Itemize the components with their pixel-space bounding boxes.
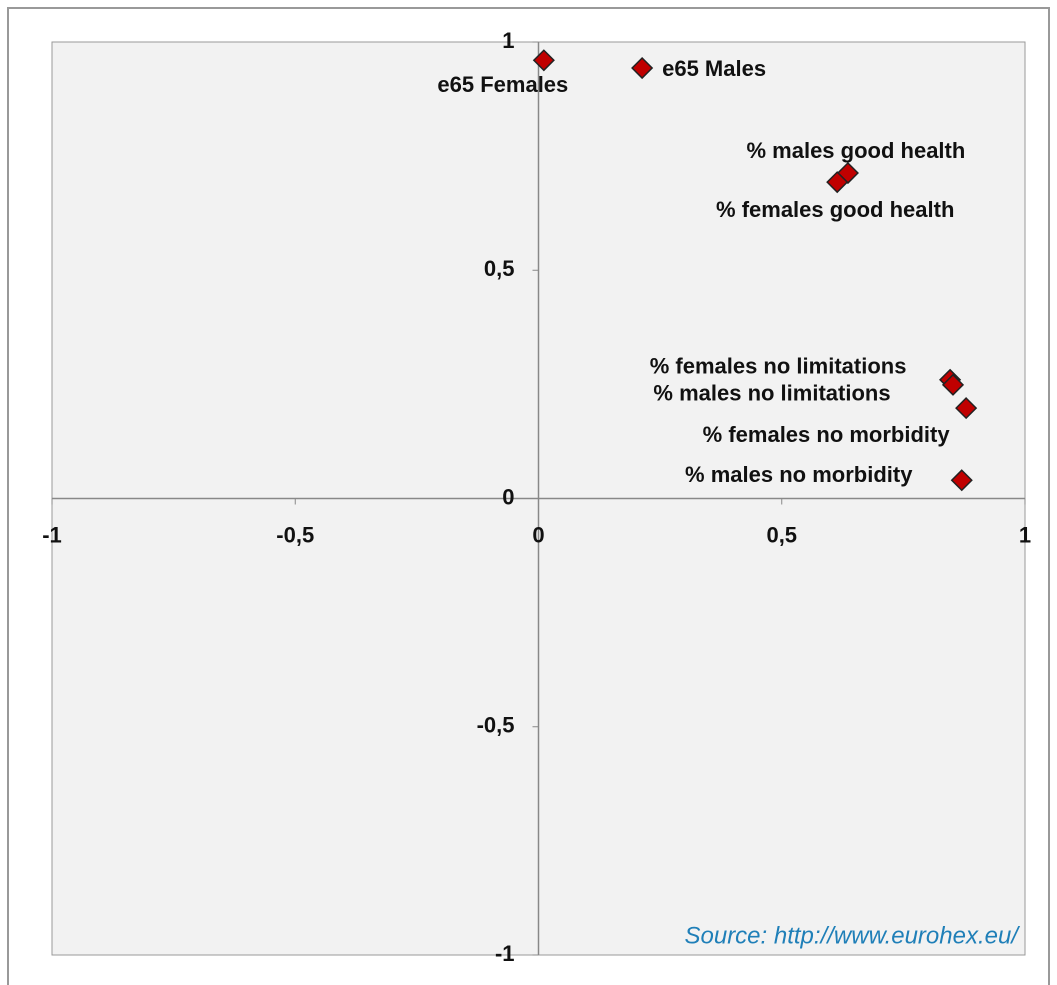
point — [532, 49, 555, 72]
point — [836, 161, 859, 185]
y-tick-label: -0,5 — [477, 713, 515, 738]
source-note: Source: http://www.eurohex.eu/ — [684, 922, 1020, 949]
point — [941, 373, 965, 396]
x-tick-label: 1 — [1019, 522, 1031, 547]
x-tick-label: 0 — [532, 522, 544, 547]
point — [631, 56, 654, 80]
x-tick-label: -0,5 — [276, 522, 314, 547]
y-tick-label: 1 — [502, 28, 514, 53]
point-label: % females no limitations — [650, 354, 907, 379]
point-label: % males no morbidity — [685, 462, 913, 487]
point-label: e65 Males — [662, 56, 766, 81]
y-tick-label: 0 — [502, 484, 514, 509]
x-tick-label: 0,5 — [766, 522, 797, 547]
point — [950, 469, 973, 492]
x-tick-label: -1 — [42, 522, 62, 547]
point-label: e65 Females — [437, 72, 568, 97]
point-label: % males good health — [746, 138, 965, 163]
point-label: % females good health — [716, 197, 954, 222]
point-label: % females no morbidity — [703, 422, 951, 447]
frame — [7, 7, 1050, 985]
y-tick-label: -1 — [495, 941, 515, 966]
point-label: % males no limitations — [653, 381, 890, 406]
point — [955, 397, 978, 420]
y-tick-label: 0,5 — [484, 256, 515, 281]
point — [826, 171, 849, 194]
